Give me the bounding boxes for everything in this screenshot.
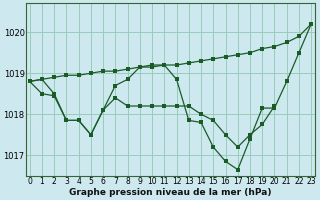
X-axis label: Graphe pression niveau de la mer (hPa): Graphe pression niveau de la mer (hPa) xyxy=(69,188,272,197)
